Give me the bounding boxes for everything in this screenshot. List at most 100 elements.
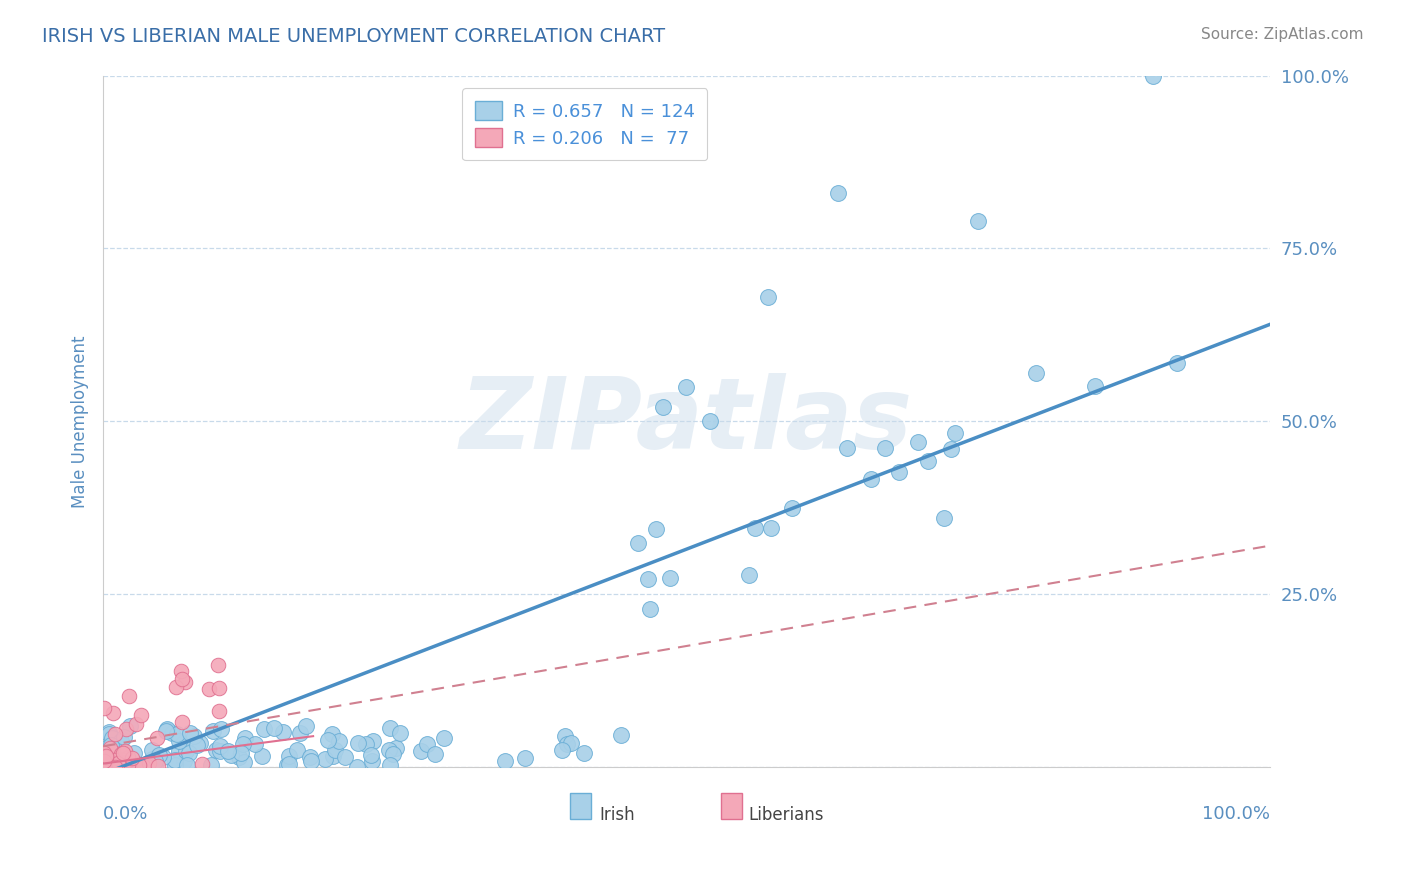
Point bbox=[314, 752, 336, 766]
Point bbox=[94, 749, 117, 764]
Legend: R = 0.657   N = 124, R = 0.206   N =  77: R = 0.657 N = 124, R = 0.206 N = 77 bbox=[463, 88, 707, 161]
Point bbox=[361, 734, 384, 748]
Point bbox=[141, 756, 163, 771]
Point bbox=[759, 521, 782, 535]
Point bbox=[170, 672, 193, 686]
Point bbox=[96, 759, 118, 773]
Point bbox=[245, 738, 267, 752]
Point bbox=[93, 759, 115, 773]
Point bbox=[128, 758, 150, 772]
Point bbox=[115, 722, 138, 736]
Point bbox=[98, 741, 121, 756]
Point bbox=[100, 738, 122, 752]
Point bbox=[658, 571, 681, 585]
Point bbox=[744, 521, 766, 535]
Point bbox=[209, 744, 232, 758]
Point bbox=[675, 380, 697, 394]
Point bbox=[738, 567, 761, 582]
Point bbox=[165, 680, 187, 694]
Point bbox=[143, 754, 166, 768]
Point bbox=[627, 536, 650, 550]
Point bbox=[177, 746, 200, 760]
Point bbox=[273, 725, 295, 739]
Point bbox=[98, 744, 121, 758]
Point bbox=[208, 681, 231, 696]
Point bbox=[198, 681, 221, 696]
Text: 0.0%: 0.0% bbox=[103, 805, 149, 823]
Point bbox=[232, 737, 254, 751]
Point bbox=[782, 501, 804, 516]
Point bbox=[156, 722, 179, 736]
Point bbox=[103, 706, 125, 721]
Point bbox=[229, 746, 252, 760]
Point bbox=[361, 754, 384, 768]
Point bbox=[141, 752, 163, 766]
Point bbox=[98, 727, 121, 741]
Point bbox=[172, 715, 194, 730]
Point bbox=[335, 750, 357, 764]
Point bbox=[100, 759, 122, 773]
Point bbox=[207, 657, 229, 672]
Point bbox=[121, 750, 143, 764]
Point bbox=[103, 759, 125, 773]
Point bbox=[105, 754, 128, 768]
Point bbox=[887, 465, 910, 479]
Point bbox=[645, 522, 668, 536]
Point bbox=[93, 747, 115, 761]
Point bbox=[100, 756, 122, 770]
Point bbox=[104, 755, 127, 769]
Point bbox=[129, 707, 152, 722]
Point bbox=[98, 751, 121, 765]
Point bbox=[250, 749, 273, 764]
Point bbox=[347, 736, 370, 750]
Point bbox=[321, 726, 343, 740]
Point bbox=[93, 756, 115, 770]
Point bbox=[93, 760, 115, 774]
Point bbox=[835, 442, 858, 456]
Point bbox=[323, 743, 346, 757]
Point bbox=[209, 722, 232, 736]
Point bbox=[138, 756, 160, 770]
Point bbox=[1166, 356, 1188, 370]
Point bbox=[155, 724, 177, 739]
Point bbox=[110, 734, 132, 748]
Point bbox=[117, 750, 139, 764]
Point bbox=[208, 739, 231, 753]
Point bbox=[290, 726, 312, 740]
Point bbox=[107, 756, 129, 770]
Point bbox=[103, 760, 125, 774]
Point bbox=[555, 737, 578, 751]
Point bbox=[101, 757, 124, 772]
Point bbox=[98, 724, 121, 739]
Point bbox=[122, 746, 145, 760]
Point bbox=[652, 401, 675, 415]
Point bbox=[232, 755, 254, 769]
Point bbox=[378, 758, 401, 772]
Point bbox=[416, 737, 439, 751]
Text: Liberians: Liberians bbox=[748, 805, 824, 823]
Point bbox=[135, 759, 157, 773]
Point bbox=[278, 749, 301, 764]
Point bbox=[152, 750, 174, 764]
Point bbox=[97, 759, 120, 773]
Point bbox=[637, 572, 659, 586]
Point bbox=[97, 746, 120, 760]
Point bbox=[174, 744, 197, 758]
Point bbox=[146, 731, 169, 745]
Point bbox=[699, 414, 721, 428]
Point bbox=[163, 757, 186, 772]
Point bbox=[93, 760, 115, 774]
Point bbox=[388, 726, 411, 740]
Point bbox=[110, 758, 132, 772]
FancyBboxPatch shape bbox=[569, 793, 591, 819]
Point bbox=[170, 664, 193, 678]
Point bbox=[943, 425, 966, 440]
Point bbox=[174, 675, 197, 690]
Point bbox=[118, 758, 141, 772]
Point bbox=[873, 442, 896, 456]
Point bbox=[110, 747, 132, 762]
Point bbox=[112, 730, 135, 744]
Point bbox=[299, 754, 322, 768]
Point bbox=[91, 756, 114, 771]
Point bbox=[934, 511, 956, 525]
